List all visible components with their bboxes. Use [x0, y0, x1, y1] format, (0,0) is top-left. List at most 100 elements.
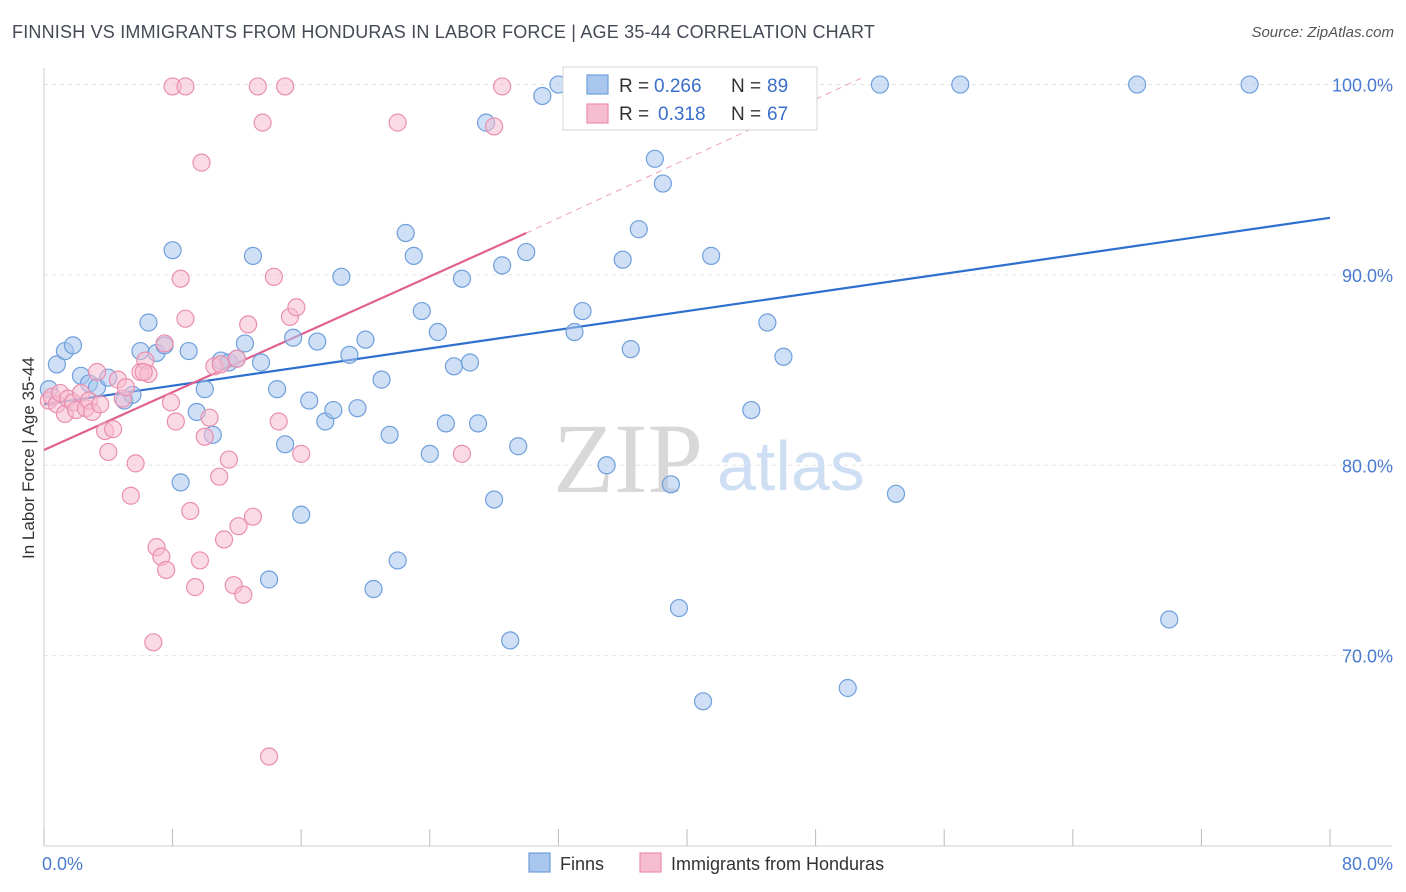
point-finns-25 — [251, 353, 271, 372]
point-finns-45 — [412, 301, 431, 321]
stats-legend: R = 0.266 N = 89 R = 0.318 N = 67 — [562, 66, 818, 131]
point-finns-11 — [139, 313, 158, 332]
point-finns-26 — [259, 570, 279, 589]
point-honduras-49 — [259, 747, 279, 766]
point-honduras-29 — [161, 393, 181, 412]
point-finns-41 — [380, 425, 399, 444]
data-points — [39, 75, 1259, 766]
point-finns-66 — [621, 340, 640, 359]
point-finns-55 — [493, 256, 512, 275]
point-finns-84 — [1127, 75, 1147, 94]
bottom-legend-swatch-finns — [528, 852, 551, 873]
point-honduras-47 — [248, 77, 267, 96]
point-finns-16 — [179, 341, 198, 361]
point-finns-62 — [573, 301, 592, 321]
point-honduras-51 — [269, 412, 288, 431]
point-finns-42 — [388, 551, 407, 570]
point-honduras-59 — [388, 113, 407, 132]
point-finns-35 — [332, 267, 351, 286]
point-honduras-58 — [192, 153, 211, 172]
point-honduras-45 — [239, 315, 258, 334]
point-finns-58 — [517, 242, 536, 262]
point-finns-44 — [404, 246, 423, 265]
y-axis-label: In Labor Force | Age 35-44 — [19, 357, 38, 559]
point-honduras-40 — [214, 530, 234, 549]
point-finns-74 — [702, 246, 721, 265]
point-finns-43 — [396, 223, 415, 243]
legend-honduras-n-value: 67 — [767, 104, 788, 125]
point-honduras-64 — [227, 349, 246, 368]
axes — [43, 68, 1392, 847]
legend-swatch-honduras — [586, 103, 609, 124]
point-honduras-30 — [166, 412, 185, 431]
point-finns-34 — [324, 400, 343, 420]
point-finns-67 — [629, 220, 648, 239]
trend-line-finns — [43, 216, 1331, 406]
point-finns-38 — [356, 330, 375, 349]
point-honduras-39 — [210, 467, 229, 486]
point-honduras-16 — [104, 420, 123, 439]
point-honduras-37 — [200, 408, 219, 427]
point-finns-14 — [163, 241, 182, 260]
point-finns-69 — [653, 174, 672, 193]
point-honduras-62 — [493, 77, 512, 96]
point-finns-24 — [243, 246, 263, 265]
point-finns-23 — [235, 334, 255, 353]
point-honduras-43 — [229, 517, 248, 536]
point-finns-80 — [838, 678, 857, 698]
point-finns-85 — [1160, 610, 1179, 629]
bottom-legend-finns: Finns — [560, 854, 604, 874]
point-honduras-36 — [195, 427, 214, 446]
point-finns-3 — [63, 336, 83, 355]
point-finns-37 — [348, 399, 367, 418]
point-finns-86 — [1240, 75, 1259, 94]
point-finns-65 — [613, 250, 632, 269]
point-finns-52 — [468, 414, 488, 433]
legend-finns-n-value: 89 — [767, 76, 788, 97]
y-tick-label-1: 90.0% — [1342, 266, 1393, 286]
point-finns-70 — [661, 475, 681, 494]
point-finns-31 — [300, 391, 319, 410]
legend-finns-r-value: 0.266 — [654, 76, 702, 97]
legend-honduras-r-value: 0.318 — [658, 104, 706, 125]
point-finns-40 — [372, 370, 391, 389]
point-honduras-50 — [264, 267, 283, 286]
legend-finns-r-label: R = — [619, 76, 649, 97]
y-tick-label-3: 70.0% — [1342, 647, 1393, 667]
point-honduras-31 — [171, 269, 190, 288]
point-honduras-35 — [190, 551, 210, 570]
point-honduras-15 — [99, 442, 118, 462]
watermark-atlas: atlas — [717, 427, 865, 505]
point-finns-36 — [340, 345, 359, 364]
point-finns-29 — [284, 328, 303, 347]
point-finns-73 — [693, 692, 713, 711]
watermark: ZIP atlas — [553, 403, 865, 514]
point-honduras-60 — [452, 444, 472, 463]
point-finns-82 — [886, 484, 906, 503]
point-finns-27 — [267, 380, 287, 399]
trend-lines — [43, 76, 1331, 452]
point-finns-71 — [669, 598, 689, 618]
point-finns-68 — [645, 149, 664, 168]
point-honduras-34 — [186, 578, 205, 597]
bottom-legend-swatch-honduras — [639, 852, 662, 873]
y-tick-labels: 100.0% 90.0% 80.0% 70.0% — [1332, 76, 1393, 667]
point-finns-32 — [308, 332, 327, 351]
point-honduras-46 — [243, 507, 263, 526]
point-finns-28 — [276, 435, 295, 454]
point-finns-15 — [171, 473, 190, 492]
y-tick-label-2: 80.0% — [1342, 456, 1393, 476]
grid-lines — [44, 84, 1392, 657]
legend-swatch-finns — [586, 74, 609, 95]
point-finns-1 — [47, 355, 66, 374]
point-honduras-57 — [176, 77, 195, 96]
point-honduras-41 — [219, 450, 238, 469]
point-finns-50 — [452, 269, 472, 288]
point-finns-83 — [951, 75, 970, 94]
point-honduras-65 — [211, 355, 230, 374]
x-tick-label-1: 80.0% — [1342, 854, 1393, 874]
point-honduras-21 — [126, 454, 145, 473]
point-finns-56 — [501, 631, 520, 650]
point-honduras-55 — [292, 444, 311, 463]
